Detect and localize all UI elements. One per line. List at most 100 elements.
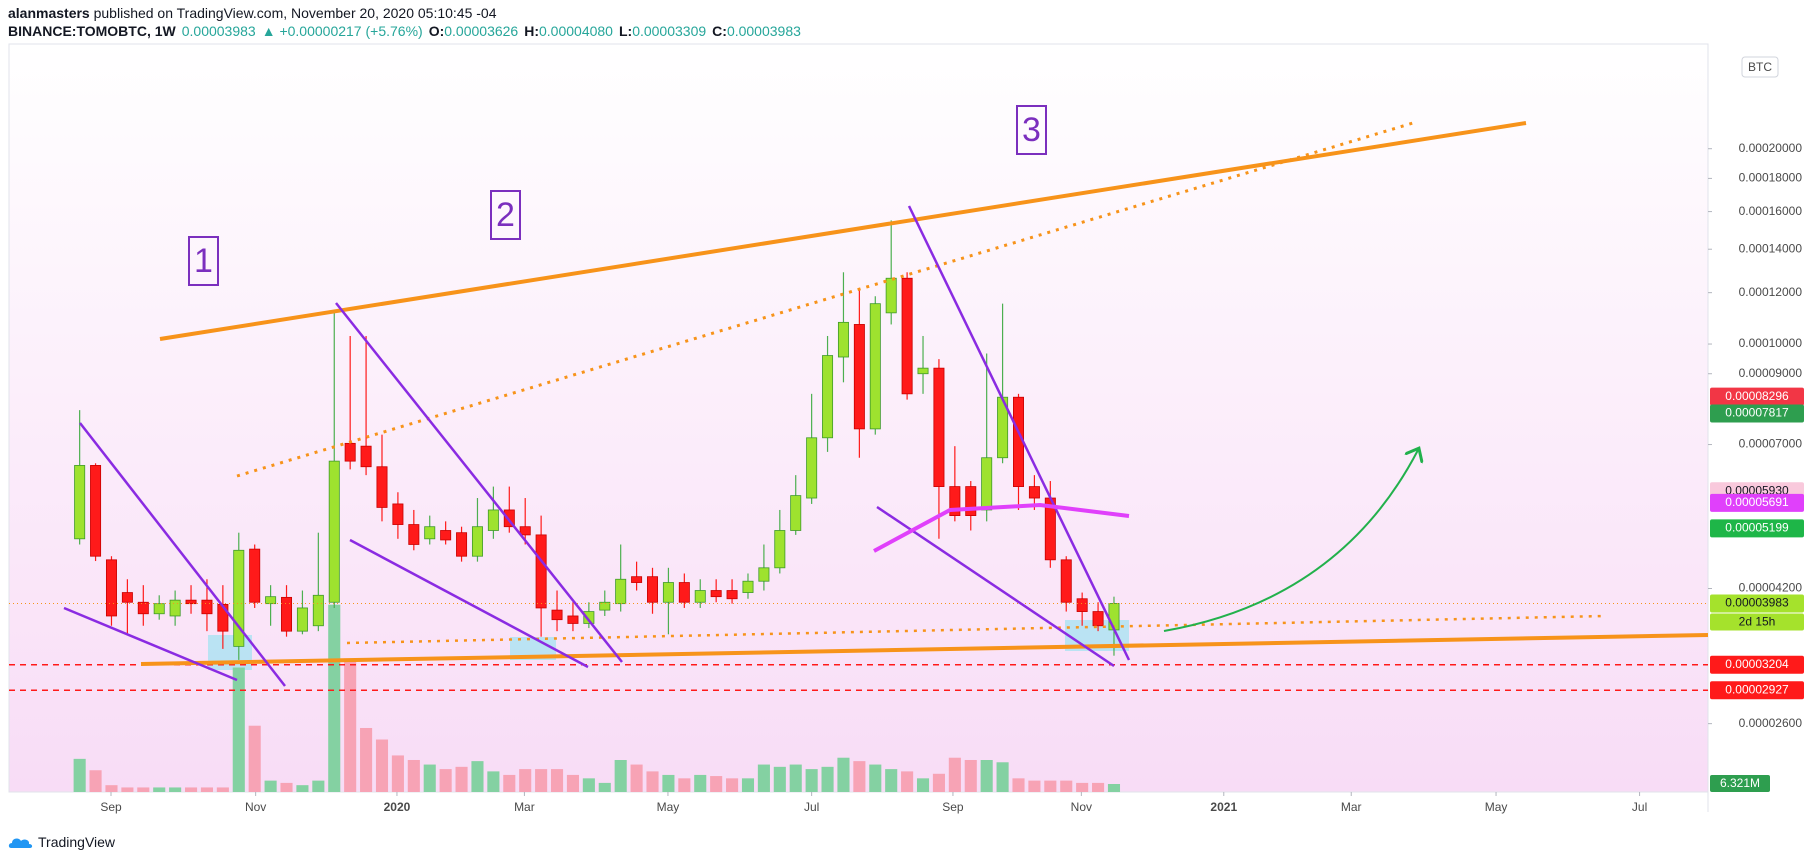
ohlc-value: 0.00003626 — [444, 23, 519, 39]
candle-body — [615, 578, 627, 605]
volume-bar — [1028, 780, 1041, 792]
candle-body — [312, 594, 324, 627]
candle-body — [949, 486, 961, 517]
candle-body — [806, 437, 818, 499]
trend-line — [876, 505, 1115, 668]
volume-bar — [980, 759, 993, 792]
candle-body — [233, 549, 245, 647]
candle-body — [201, 599, 213, 615]
candle-body — [837, 321, 849, 358]
candle-body — [121, 592, 133, 603]
volume-bar — [312, 780, 325, 792]
volume-bar — [1076, 782, 1089, 792]
volume-bar — [1092, 782, 1105, 792]
candle-body — [281, 596, 293, 632]
candle-body — [726, 590, 738, 600]
candle-body — [981, 457, 993, 511]
volume-bar — [105, 785, 118, 792]
candle-body — [153, 603, 165, 615]
candle-body — [742, 580, 754, 593]
candle-body — [583, 611, 595, 624]
candle-body — [567, 615, 579, 624]
candle-body — [647, 576, 659, 603]
candle-body — [822, 355, 834, 439]
volume-bar — [296, 785, 309, 792]
volume-bar — [137, 787, 150, 792]
price-label-box — [1710, 594, 1804, 613]
volume-bar — [1044, 780, 1057, 792]
candle-body — [137, 601, 149, 615]
candle-body — [503, 509, 515, 528]
volume-bar — [837, 757, 850, 792]
volume-bar — [789, 764, 802, 792]
volume-bar — [200, 787, 214, 792]
volume-bar — [264, 780, 277, 792]
candle-body — [487, 509, 499, 531]
volume-bar — [375, 739, 389, 792]
plot — [9, 220, 1708, 792]
trend-line — [159, 121, 1527, 341]
axis-unit: BTC — [1748, 60, 1772, 74]
volume-bar — [614, 759, 627, 792]
published: published on TradingView.com, November 2… — [93, 5, 497, 21]
candle-body — [631, 576, 643, 583]
candle-body — [869, 303, 881, 430]
header: alanmasters published on TradingView.com… — [8, 4, 807, 40]
trend-line — [907, 205, 1131, 661]
ohlc-value: 0.00004080 — [539, 23, 613, 39]
volume-bar — [407, 759, 420, 792]
y-tick-label: 0.00014000 — [1739, 241, 1803, 255]
y-tick-label: 0.00016000 — [1739, 204, 1803, 218]
price-label: 0.00005199 — [1725, 521, 1789, 535]
volume-bar — [455, 766, 468, 792]
x-tick-label: Jul — [1632, 800, 1647, 814]
price-label: 0.00007817 — [1725, 406, 1789, 420]
x-tick-label: Mar — [514, 800, 535, 814]
volume-bar — [932, 773, 945, 792]
annotations: 1 2 3 — [188, 105, 1047, 286]
candle-body — [901, 277, 913, 395]
candle-body — [917, 367, 929, 375]
volume-bar — [598, 782, 611, 792]
volume-bar — [901, 771, 914, 792]
candle-body — [471, 526, 483, 557]
volume-bar — [121, 787, 134, 792]
volume-bar — [916, 778, 930, 792]
candle-body — [360, 445, 372, 468]
countdown: 2d 15h — [1739, 615, 1776, 629]
price-label: 0.00002927 — [1725, 682, 1789, 696]
price-label-box — [1710, 404, 1804, 423]
volume-bar — [869, 764, 882, 792]
volume-bar — [169, 787, 182, 792]
volume-bar — [566, 774, 579, 792]
volume-bar — [726, 778, 739, 792]
ohlc-label: H: — [524, 23, 539, 39]
x-tick-label: May — [657, 800, 680, 814]
volume-bar — [710, 776, 723, 792]
countdown-box — [1710, 613, 1804, 631]
ohlc-label: O: — [428, 23, 445, 39]
volume-bar — [996, 762, 1009, 792]
axes: 0.00020000 0.00018000 0.00016000 0.00014000… — [100, 141, 1802, 814]
volume-bar — [519, 769, 532, 792]
candle-body — [90, 465, 102, 557]
trend-line — [79, 422, 286, 687]
header-line-2: BINANCE:TOMOBTC, 1W 0.00003983 ▲ +0.000002… — [8, 22, 807, 40]
candle-body — [1028, 486, 1040, 499]
trend-line — [63, 606, 238, 682]
candle-body — [344, 442, 356, 462]
annotation-box — [188, 236, 219, 286]
volume-bar — [694, 774, 707, 792]
volume-bar — [757, 764, 770, 792]
volume-label: 6.321M — [1720, 776, 1760, 790]
candle-body — [376, 466, 388, 508]
y-tick-label: 0.00018000 — [1739, 171, 1803, 185]
change: ▲ +0.00000217 (+5.76%) — [261, 23, 423, 39]
candle-body — [296, 607, 308, 632]
price-label-box — [1710, 681, 1804, 700]
candle-body — [774, 530, 786, 569]
symbol: BINANCE:TOMOBTC, 1W — [8, 23, 176, 39]
drawings — [63, 121, 1708, 687]
y-tick-label: 0.00002600 — [1739, 716, 1803, 730]
